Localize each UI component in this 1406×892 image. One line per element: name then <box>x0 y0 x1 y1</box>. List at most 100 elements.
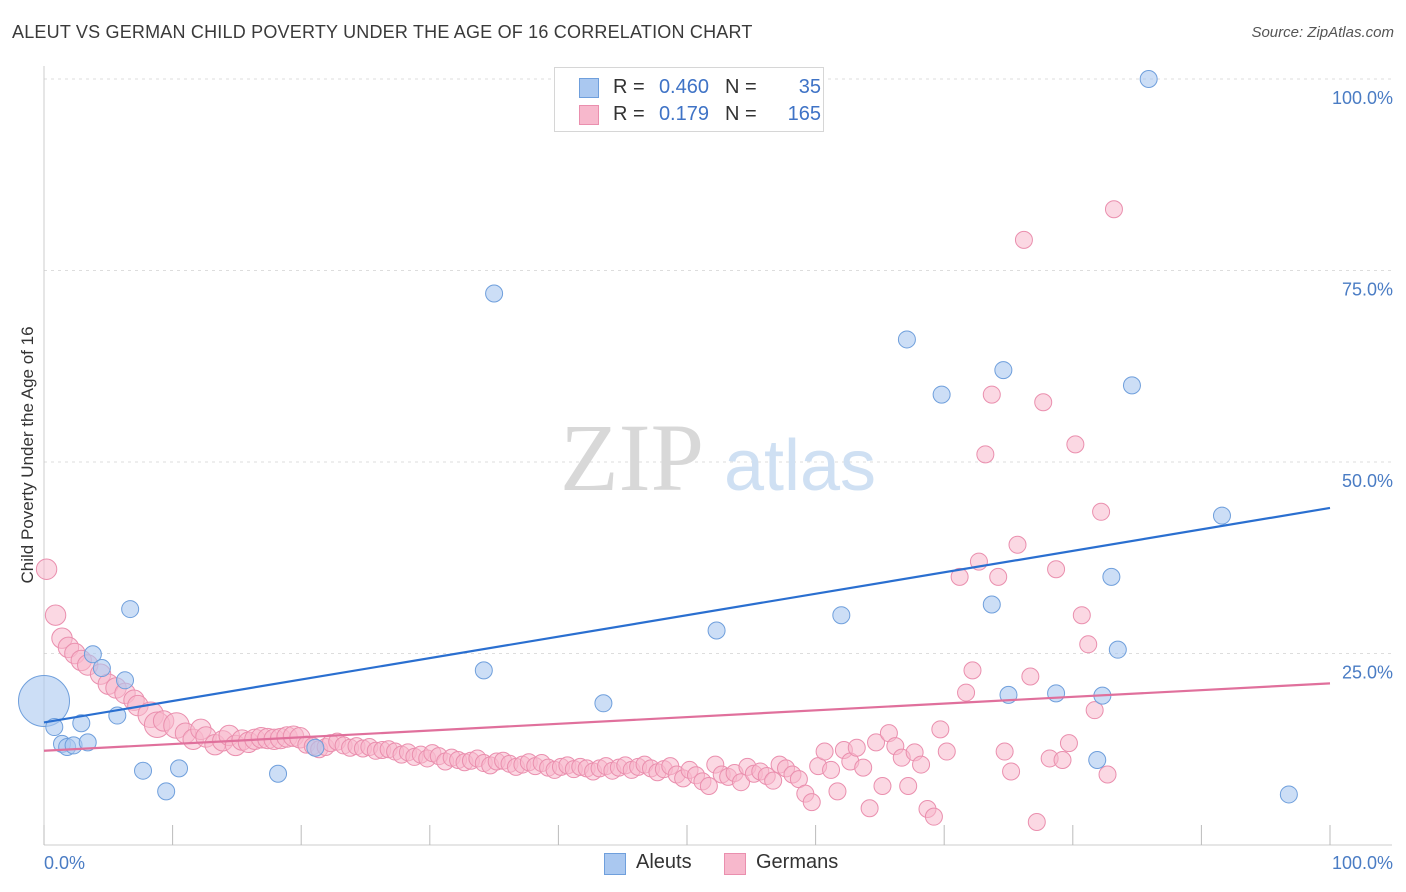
germans-legend-label: Germans <box>756 851 839 873</box>
aleut-point <box>897 330 916 349</box>
aleut-point <box>832 606 851 625</box>
german-point <box>924 807 943 826</box>
german-point <box>1072 606 1091 625</box>
german-point <box>1002 762 1021 781</box>
y-tick-label: 50.0% <box>1342 471 1393 491</box>
german-point <box>1047 560 1066 579</box>
aleut-point <box>45 718 64 737</box>
aleut-point <box>594 694 613 713</box>
aleut-point <box>306 738 325 757</box>
aleut-point <box>1102 567 1121 586</box>
aleuts-swatch <box>579 78 599 98</box>
aleut-point <box>170 759 189 778</box>
german-point <box>982 385 1001 404</box>
aleuts-legend-swatch <box>604 853 626 875</box>
x-tick-label: 100.0% <box>1332 853 1393 873</box>
aleut-point <box>1122 376 1141 395</box>
german-point <box>732 773 751 792</box>
axis-layer <box>43 66 1392 846</box>
trend-lines <box>43 506 1331 752</box>
x-tick-label: 0.0% <box>44 853 85 873</box>
watermark-zip: ZIP <box>560 404 704 511</box>
germans-series <box>35 200 1123 832</box>
legend-n-label: N = <box>725 76 757 98</box>
german-point <box>35 558 58 580</box>
legend-n-value: 165 <box>787 103 821 125</box>
aleut-point <box>92 659 111 678</box>
german-point <box>867 733 886 752</box>
aleut-point <box>121 600 140 619</box>
aleut-point <box>78 733 97 752</box>
legend-n-value: 35 <box>798 76 821 98</box>
legend-n-label: N = <box>725 103 757 125</box>
german-point <box>995 742 1014 761</box>
german-point <box>873 777 892 796</box>
german-point <box>847 738 866 757</box>
aleuts-series <box>18 70 1298 804</box>
german-point <box>1008 535 1027 554</box>
aleut-point <box>1212 506 1231 525</box>
aleut-point <box>1088 750 1107 769</box>
watermark: ZIP atlas <box>560 404 876 511</box>
german-point <box>44 604 67 626</box>
german-point <box>1079 635 1098 654</box>
aleut-point <box>18 674 70 727</box>
german-point <box>1085 701 1104 720</box>
german-point <box>931 720 950 739</box>
german-point <box>860 799 879 818</box>
chart-title: ALEUT VS GERMAN CHILD POVERTY UNDER THE … <box>12 22 753 42</box>
aleut-point <box>1047 684 1066 703</box>
legend-r-value: 0.460 <box>658 76 709 98</box>
aleut-point <box>134 761 153 780</box>
german-point <box>764 771 783 790</box>
aleut-point <box>72 714 91 733</box>
watermark-atlas: atlas <box>724 426 876 506</box>
german-point <box>828 782 847 801</box>
german-point <box>1104 200 1123 219</box>
german-point <box>1053 750 1072 769</box>
aleut-point <box>994 361 1013 380</box>
german-point <box>912 755 931 774</box>
y-tick-label: 100.0% <box>1332 88 1393 108</box>
aleut-point <box>1279 785 1298 804</box>
aleut-point <box>116 671 135 690</box>
aleut-point <box>1139 70 1158 88</box>
german-point <box>989 567 1008 586</box>
german-point <box>1092 502 1111 521</box>
source-label: Source: ZipAtlas.com <box>1251 24 1394 41</box>
germans-swatch <box>579 105 599 125</box>
aleuts-trend-line <box>43 506 1331 724</box>
german-point <box>957 683 976 702</box>
aleut-point <box>269 764 288 783</box>
german-point <box>1027 813 1046 832</box>
aleut-point <box>157 782 176 801</box>
aleut-point <box>83 645 102 664</box>
grid-layer <box>44 78 1392 654</box>
germans-trend-line <box>43 682 1331 752</box>
tick-labels: 25.0% 50.0% 75.0% 100.0% 0.0% 100.0% <box>44 88 1393 873</box>
correlation-legend: R = 0.460 N = 35 R = 0.179 N = 165 <box>554 67 824 132</box>
german-point <box>950 567 969 586</box>
german-point <box>1098 765 1117 784</box>
aleut-point <box>1108 640 1127 659</box>
aleut-point <box>707 621 726 640</box>
legend-r-value: 0.179 <box>658 103 709 125</box>
german-point <box>963 661 982 680</box>
german-point <box>822 760 841 779</box>
german-point <box>815 742 834 761</box>
aleut-point <box>485 284 504 303</box>
german-point <box>1021 667 1040 686</box>
aleut-point <box>474 661 493 680</box>
german-point <box>976 445 995 464</box>
german-point <box>1014 230 1033 249</box>
y-tick-label: 25.0% <box>1342 663 1393 683</box>
legend-r-label: R = <box>613 103 645 125</box>
y-tick-label: 75.0% <box>1342 280 1393 300</box>
german-point <box>937 742 956 761</box>
german-point <box>854 758 873 777</box>
legend-r-label: R = <box>613 76 645 98</box>
german-point <box>1066 435 1085 454</box>
aleut-point <box>932 385 951 404</box>
aleut-point <box>982 595 1001 614</box>
